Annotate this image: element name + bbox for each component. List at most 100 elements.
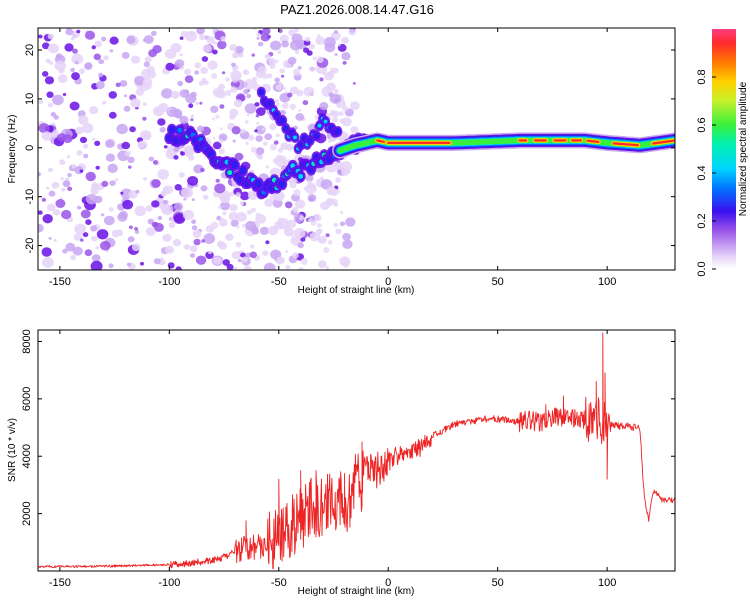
noise-blob xyxy=(296,89,304,97)
noise-blob xyxy=(71,72,80,81)
noise-blob xyxy=(80,209,91,219)
noise-blob xyxy=(109,180,116,187)
noise-blob xyxy=(294,28,299,33)
noise-blob xyxy=(57,133,67,142)
snr-x-tick-label: 0 xyxy=(385,577,391,589)
noise-blob xyxy=(275,133,280,138)
noise-blob xyxy=(83,153,89,159)
noise-blob xyxy=(46,91,54,98)
noise-blob xyxy=(243,265,252,270)
noise-blob xyxy=(212,136,216,140)
noise-blob xyxy=(161,88,173,99)
spectrogram-y-tick-label: 10 xyxy=(24,93,36,105)
spectrogram-x-tick-label: -50 xyxy=(271,276,287,288)
noise-blob xyxy=(167,262,175,269)
noise-blob xyxy=(333,202,339,207)
noise-blob xyxy=(131,243,141,252)
noise-blob xyxy=(193,238,201,246)
noise-blob xyxy=(173,213,186,224)
noise-blob xyxy=(212,141,222,150)
noise-blob xyxy=(42,42,50,50)
noise-blob xyxy=(270,40,282,51)
noise-blob xyxy=(115,82,121,88)
spectrogram-x-axis-label: Height of straight line (km) xyxy=(298,285,415,296)
noise-blob xyxy=(143,133,151,140)
noise-blob xyxy=(79,169,84,173)
noise-blob xyxy=(228,211,239,221)
noise-blob xyxy=(234,152,244,161)
noise-blob xyxy=(342,61,347,65)
ridge-blob xyxy=(317,123,322,128)
noise-blob xyxy=(333,30,338,34)
noise-blob xyxy=(187,176,199,186)
noise-blob xyxy=(341,117,352,127)
noise-blob xyxy=(51,181,60,189)
noise-blob xyxy=(91,45,97,50)
noise-blob xyxy=(93,53,102,61)
noise-blob xyxy=(212,117,215,120)
ridge-blob xyxy=(323,119,328,124)
band-core xyxy=(612,142,639,147)
noise-blob xyxy=(173,155,179,160)
noise-blob xyxy=(337,165,342,171)
noise-blob xyxy=(230,219,239,227)
noise-blob xyxy=(187,154,195,161)
noise-blob xyxy=(341,36,350,44)
noise-blob xyxy=(127,236,135,243)
noise-blob xyxy=(285,250,289,253)
noise-blob xyxy=(341,52,351,61)
noise-blob xyxy=(247,190,259,200)
noise-blob xyxy=(188,103,194,108)
noise-blob xyxy=(340,210,344,215)
noise-blob xyxy=(303,86,315,97)
noise-blob xyxy=(103,215,115,226)
noise-blob xyxy=(140,261,144,266)
noise-blob xyxy=(45,58,51,64)
noise-blob xyxy=(75,126,84,135)
noise-blob xyxy=(325,266,330,270)
ridge-blob xyxy=(298,173,304,179)
noise-blob xyxy=(96,229,109,240)
noise-blob xyxy=(145,227,156,237)
noise-blob xyxy=(169,249,173,253)
noise-blob xyxy=(94,140,101,146)
noise-blob xyxy=(38,210,43,215)
noise-blob xyxy=(62,180,71,188)
noise-blob xyxy=(182,209,195,220)
noise-blob xyxy=(182,146,195,157)
noise-blob xyxy=(151,179,161,188)
noise-blob xyxy=(71,164,77,169)
noise-blob xyxy=(48,237,52,240)
noise-blob xyxy=(41,131,53,141)
spectrogram-marks xyxy=(38,28,675,270)
noise-blob xyxy=(174,93,179,97)
noise-blob xyxy=(288,29,296,36)
noise-blob xyxy=(84,249,93,257)
noise-blob xyxy=(276,102,280,107)
noise-blob xyxy=(105,139,115,148)
noise-blob xyxy=(92,137,96,141)
noise-blob xyxy=(335,177,341,184)
noise-blob xyxy=(246,93,252,99)
snr-y-tick-label: 8000 xyxy=(21,329,33,353)
noise-blob xyxy=(212,28,217,32)
ridge-blob xyxy=(293,135,297,140)
noise-blob xyxy=(256,107,266,116)
noise-blob xyxy=(292,206,299,213)
noise-blob xyxy=(212,49,218,55)
noise-blob xyxy=(283,87,287,90)
noise-blob xyxy=(77,115,89,125)
noise-blob xyxy=(76,150,83,156)
noise-blob xyxy=(203,80,209,85)
noise-blob xyxy=(91,254,101,263)
noise-blob xyxy=(325,233,330,238)
spectrogram-x-tick-label: -100 xyxy=(158,276,180,288)
colorbar-tick-label: 0.6 xyxy=(696,117,708,132)
spectrogram-x-tick-label: 50 xyxy=(492,276,504,288)
snr-y-tick-label: 2000 xyxy=(21,501,33,525)
noise-blob xyxy=(38,123,50,134)
noise-blob xyxy=(264,54,271,60)
noise-blob xyxy=(141,69,152,79)
noise-blob xyxy=(128,190,138,199)
